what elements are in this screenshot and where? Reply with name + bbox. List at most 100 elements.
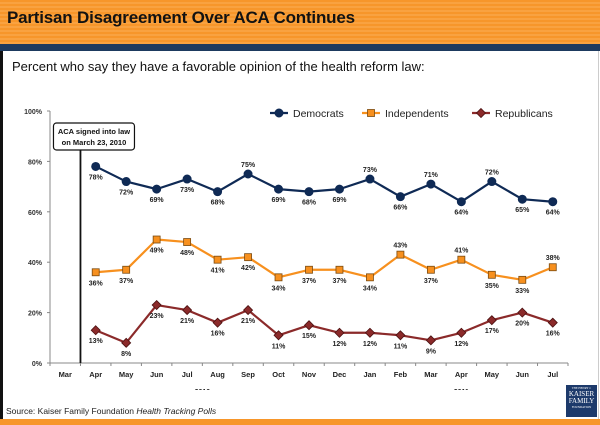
data-label: 37% — [302, 278, 317, 285]
data-point-independents — [274, 273, 283, 282]
data-point-democrats — [334, 184, 344, 194]
data-label: 72% — [119, 190, 134, 197]
data-point-republicans — [334, 327, 345, 338]
x-tick-label: Apr — [89, 370, 102, 379]
y-tick-label: 80% — [28, 159, 43, 166]
data-point-republicans — [395, 330, 406, 341]
x-tick-label: Sep — [241, 370, 255, 379]
data-label: 9% — [426, 348, 437, 355]
data-label: 72% — [485, 170, 500, 177]
data-point-independents — [244, 253, 252, 262]
data-point-independents — [518, 275, 527, 284]
data-label: 12% — [454, 341, 469, 348]
data-label: 42% — [241, 265, 256, 272]
series-line-republicans — [95, 303, 554, 344]
series-line-democrats — [95, 165, 553, 203]
data-label: 68% — [302, 200, 317, 207]
data-label: 75% — [241, 162, 256, 169]
data-label: 78% — [89, 174, 104, 181]
logo-line-4: FOUNDATION — [571, 405, 592, 409]
x-tick-label: Jun — [150, 370, 164, 379]
data-point-republicans — [212, 317, 223, 328]
aca-annotation: ACA signed into law on March 23, 2010 — [52, 122, 136, 363]
data-label: 21% — [241, 318, 256, 325]
data-label: 8% — [121, 351, 132, 358]
data-point-democrats — [365, 174, 375, 184]
y-tick-label: 20% — [28, 311, 43, 318]
data-label: 21% — [180, 318, 195, 325]
data-label: 36% — [89, 280, 104, 287]
source-text: Source: Kaiser Family Foundation — [6, 406, 137, 416]
data-point-independents — [152, 235, 161, 244]
x-tick-label: Apr — [455, 370, 468, 379]
data-label: 73% — [180, 187, 195, 194]
data-point-democrats — [456, 197, 466, 207]
source-italic: Health Tracking Polls — [136, 406, 217, 416]
data-label: 37% — [424, 278, 439, 285]
data-label: 12% — [332, 341, 347, 348]
data-point-independents — [183, 238, 192, 246]
legend-marker-independents — [367, 109, 375, 117]
legend-label-democrats: Democrats — [293, 108, 344, 120]
data-label: 71% — [424, 172, 439, 179]
data-point-independents — [122, 265, 131, 274]
data-point-independents — [396, 250, 405, 259]
logo-line-3: FAMILY — [568, 397, 595, 405]
year-label: 2010 — [195, 389, 211, 390]
data-point-democrats — [304, 187, 314, 197]
x-tick-label: Jul — [547, 370, 558, 379]
header-divider — [0, 44, 600, 51]
footer-bar — [0, 419, 600, 425]
data-point-republicans — [151, 299, 162, 311]
data-point-independents — [213, 255, 222, 264]
data-point-independents — [305, 265, 313, 274]
chart-legend: Democrats Independents Republicans — [270, 107, 553, 120]
data-label: 68% — [211, 200, 226, 207]
data-label: 49% — [150, 248, 165, 255]
y-tick-label: 60% — [28, 210, 43, 217]
x-tick-label: Nov — [302, 370, 317, 379]
y-tick-label: 100% — [24, 109, 43, 116]
data-point-democrats — [395, 192, 405, 202]
data-point-independents — [366, 273, 374, 282]
series-line-independents — [95, 238, 554, 281]
data-label: 37% — [332, 278, 347, 285]
data-label: 41% — [211, 268, 226, 275]
x-tick-label: Mar — [424, 370, 437, 379]
data-label: 69% — [332, 197, 347, 204]
data-point-independents — [426, 265, 435, 274]
data-point-republicans — [364, 327, 376, 338]
data-label: 65% — [515, 207, 530, 214]
data-point-democrats — [548, 197, 558, 207]
data-label: 64% — [546, 210, 561, 217]
chart-axes: 0% 20% 40% 60% 80% 100% Mar Apr May Jun Jul Aug Sep O… — [24, 109, 569, 390]
x-tick-label: Aug — [210, 370, 225, 379]
data-label: 38% — [546, 255, 561, 262]
data-point-independents — [457, 255, 466, 264]
y-tick-label: 40% — [28, 260, 43, 267]
legend-marker-republicans — [475, 107, 487, 119]
data-point-independents — [548, 263, 557, 272]
x-tick-label: Jun — [516, 370, 530, 379]
data-label: 11% — [394, 343, 408, 350]
data-point-independents — [91, 268, 100, 277]
data-point-democrats — [152, 184, 162, 194]
data-label: 48% — [180, 250, 195, 257]
kff-logo: THE HENRY J. KAISER FAMILY FOUNDATION — [566, 385, 597, 417]
data-point-democrats — [213, 187, 223, 197]
data-label: 34% — [272, 285, 287, 292]
data-point-republicans — [456, 327, 467, 338]
legend-label-independents: Independents — [385, 108, 449, 120]
data-label: 16% — [546, 331, 561, 338]
chart-series — [90, 161, 558, 348]
data-point-republicans — [273, 330, 284, 341]
data-label: 12% — [363, 341, 378, 348]
right-border — [598, 51, 599, 419]
data-label: 69% — [150, 197, 165, 204]
data-label: 16% — [211, 331, 226, 338]
data-point-democrats — [426, 179, 436, 189]
logo-line-1: THE HENRY J. — [571, 386, 592, 390]
data-point-independents — [487, 270, 496, 279]
data-label: 66% — [393, 205, 408, 212]
